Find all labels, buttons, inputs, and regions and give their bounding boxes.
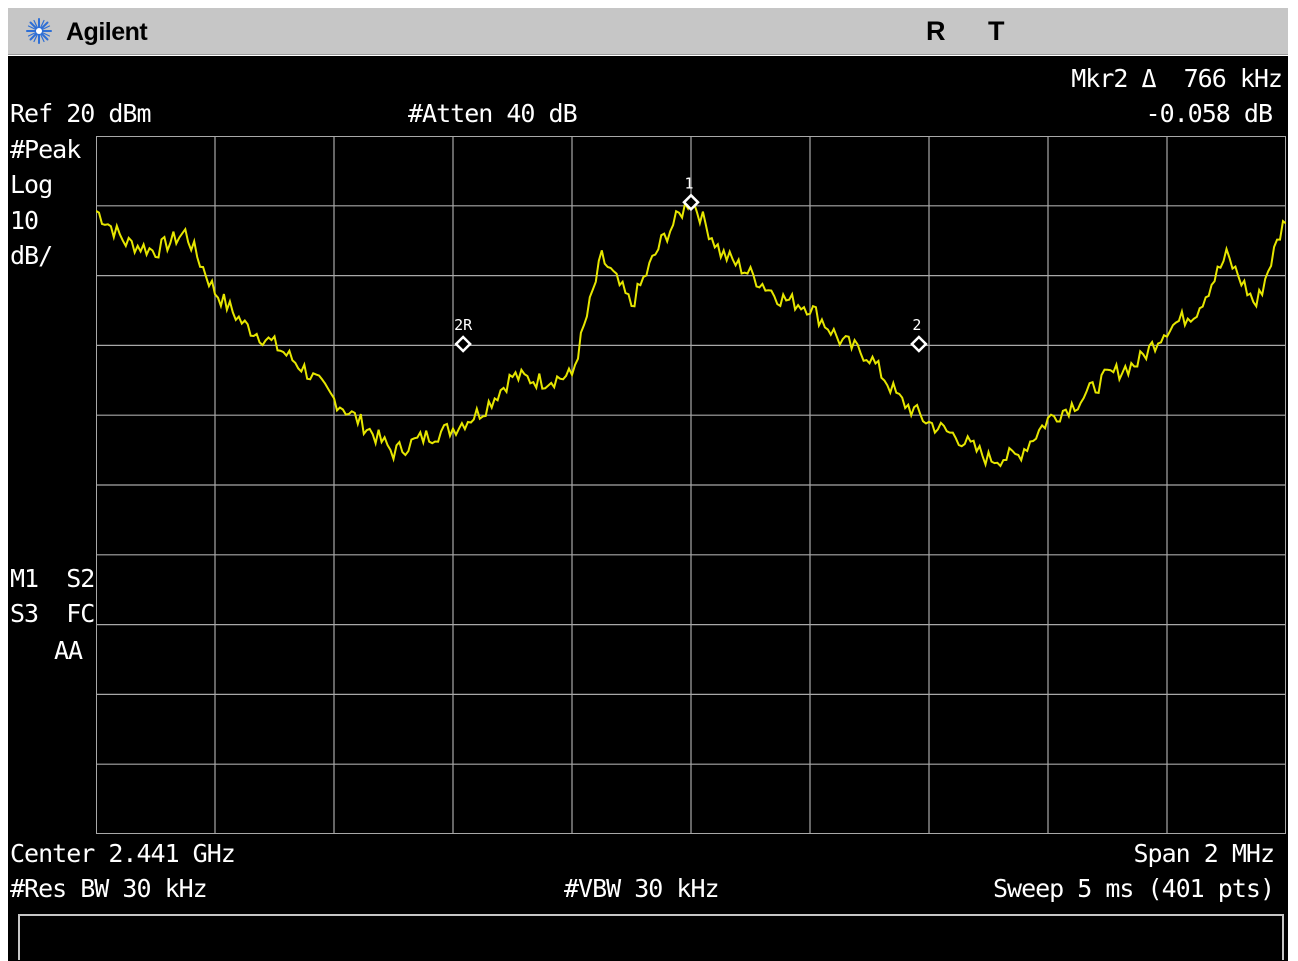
trigger-indicator: T <box>988 16 1005 46</box>
brand-name: Agilent <box>66 18 148 46</box>
marker-diamond-1 <box>682 193 700 212</box>
marker-delta-frequency: Mkr2 Δ 766 kHz <box>1071 64 1283 93</box>
marker-diamond-2 <box>910 335 928 353</box>
reference-level: Ref 20 dBm <box>10 99 152 128</box>
detector-mode: #Peak <box>10 135 81 164</box>
frequency-span: Span 2 MHz <box>1133 839 1275 868</box>
center-frequency: Center 2.441 GHz <box>10 839 236 868</box>
marker-label-2r: 2R <box>454 316 473 334</box>
scale-type: Log <box>10 170 53 199</box>
agilent-spark-icon <box>26 18 52 44</box>
status-flags-2: S3 FC <box>10 599 95 628</box>
video-bandwidth: #VBW 30 kHz <box>564 874 720 903</box>
marker-delta-amplitude: -0.058 dB <box>1145 99 1273 128</box>
scale-unit: dB/ <box>10 241 53 270</box>
scale-value: 10 <box>10 206 39 235</box>
attenuation: #Atten 40 dB <box>408 99 578 128</box>
marker-label-2: 2 <box>912 316 921 334</box>
marker-diamond-2r <box>454 335 472 353</box>
title-bar: Agilent R T <box>8 8 1288 55</box>
status-flags-3: AA <box>54 636 83 665</box>
marker-layer: 1 2R 2 <box>454 174 928 353</box>
status-flags-1: M1 S2 <box>10 564 95 593</box>
marker-label-1: 1 <box>684 174 693 192</box>
resolution-bandwidth: #Res BW 30 kHz <box>10 874 208 903</box>
spectrum-display: 1 2R 2 <box>96 136 1286 834</box>
message-line <box>18 914 1284 960</box>
analyzer-screen: Mkr2 Δ 766 kHz Ref 20 dBm #Atten 40 dB -… <box>8 56 1288 961</box>
sweep-time: Sweep 5 ms (401 pts) <box>992 874 1275 903</box>
remote-indicator: R <box>926 16 946 46</box>
